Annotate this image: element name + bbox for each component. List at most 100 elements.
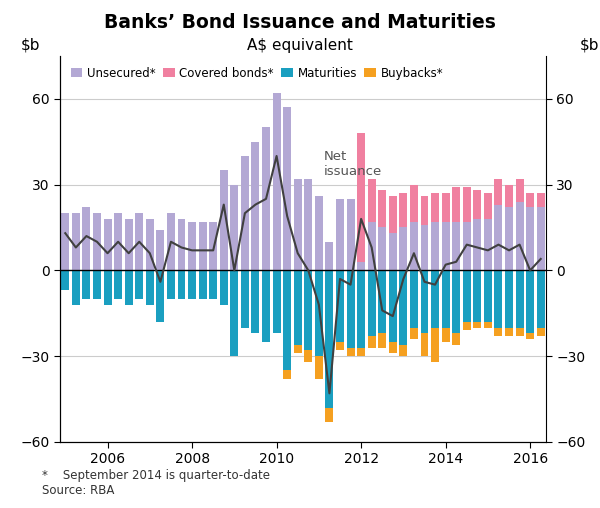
Bar	[526, 333, 534, 339]
Bar	[230, 270, 238, 356]
Bar	[473, 190, 481, 219]
Bar	[505, 328, 513, 336]
Bar	[378, 333, 386, 347]
Bar	[515, 179, 524, 202]
Bar	[494, 328, 502, 336]
Text: A$ equivalent: A$ equivalent	[247, 38, 353, 53]
Bar	[473, 219, 481, 270]
Bar	[526, 193, 534, 207]
Bar	[61, 213, 69, 270]
Bar	[114, 213, 122, 270]
Bar	[494, 270, 502, 328]
Bar	[526, 207, 534, 270]
Text: Banks’ Bond Issuance and Maturities: Banks’ Bond Issuance and Maturities	[104, 13, 496, 31]
Bar	[241, 156, 249, 270]
Bar	[199, 222, 206, 270]
Bar	[93, 270, 101, 299]
Bar	[230, 184, 238, 270]
Bar	[421, 333, 428, 356]
Bar	[336, 270, 344, 342]
Bar	[484, 219, 492, 270]
Bar	[452, 187, 460, 222]
Bar	[442, 328, 449, 342]
Bar	[357, 347, 365, 356]
Bar	[537, 328, 545, 336]
Bar	[368, 179, 376, 222]
Legend: Unsecured*, Covered bonds*, Maturities, Buybacks*: Unsecured*, Covered bonds*, Maturities, …	[66, 62, 448, 84]
Bar	[114, 270, 122, 299]
Bar	[93, 213, 101, 270]
Bar	[442, 222, 449, 270]
Bar	[178, 219, 185, 270]
Text: Net
issuance: Net issuance	[324, 150, 382, 178]
Bar	[82, 207, 91, 270]
Bar	[431, 270, 439, 328]
Bar	[325, 407, 334, 422]
Bar	[505, 207, 513, 270]
Bar	[304, 270, 312, 351]
Bar	[463, 322, 471, 330]
Bar	[72, 213, 80, 270]
Bar	[209, 270, 217, 299]
Bar	[484, 270, 492, 322]
Bar	[220, 170, 228, 270]
Text: $b: $b	[580, 37, 599, 52]
Bar	[325, 270, 334, 407]
Bar	[410, 222, 418, 270]
Bar	[452, 270, 460, 333]
Bar	[125, 270, 133, 305]
Bar	[104, 219, 112, 270]
Bar	[209, 222, 217, 270]
Bar	[368, 270, 376, 336]
Bar	[251, 142, 259, 270]
Bar	[537, 270, 545, 328]
Bar	[315, 356, 323, 379]
Bar	[167, 270, 175, 299]
Bar	[378, 270, 386, 333]
Bar	[304, 179, 312, 270]
Bar	[431, 193, 439, 222]
Bar	[272, 270, 281, 333]
Bar	[400, 270, 407, 345]
Bar	[283, 270, 291, 370]
Bar	[515, 270, 524, 328]
Bar	[505, 184, 513, 207]
Bar	[188, 270, 196, 299]
Bar	[494, 179, 502, 205]
Bar	[199, 270, 206, 299]
Bar	[262, 128, 270, 270]
Bar	[537, 207, 545, 270]
Bar	[135, 270, 143, 299]
Bar	[515, 328, 524, 336]
Bar	[294, 270, 302, 345]
Bar	[357, 270, 365, 347]
Bar	[421, 196, 428, 225]
Text: $b: $b	[21, 37, 41, 52]
Bar	[146, 219, 154, 270]
Bar	[178, 270, 185, 299]
Bar	[368, 336, 376, 347]
Bar	[421, 270, 428, 333]
Bar	[125, 219, 133, 270]
Bar	[283, 370, 291, 379]
Bar	[410, 270, 418, 328]
Bar	[104, 270, 112, 305]
Bar	[304, 351, 312, 362]
Bar	[463, 187, 471, 222]
Bar	[241, 270, 249, 328]
Bar	[484, 193, 492, 219]
Bar	[389, 233, 397, 270]
Bar	[400, 345, 407, 356]
Bar	[283, 107, 291, 270]
Bar	[146, 270, 154, 305]
Bar	[410, 184, 418, 222]
Bar	[61, 270, 69, 291]
Bar	[421, 225, 428, 270]
Bar	[347, 199, 355, 270]
Bar	[526, 270, 534, 333]
Bar	[410, 328, 418, 339]
Bar	[431, 222, 439, 270]
Bar	[315, 196, 323, 270]
Bar	[378, 190, 386, 228]
Bar	[537, 193, 545, 207]
